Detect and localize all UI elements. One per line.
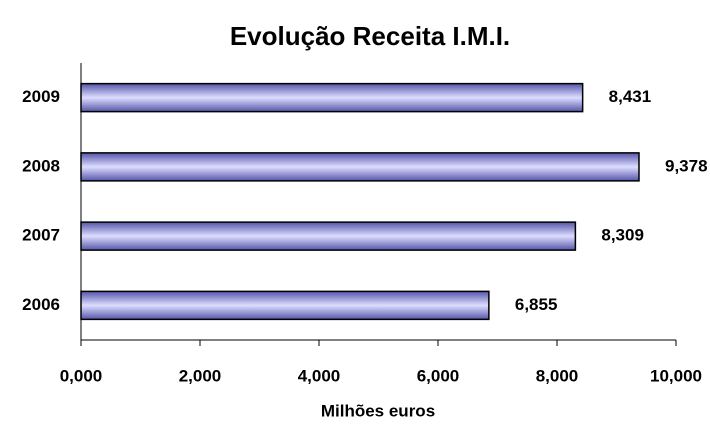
bar (80, 152, 640, 182)
chart-title: Evolução Receita I.M.I. (230, 21, 510, 51)
y-tick-label: 2006 (22, 295, 60, 314)
x-tick-label: 4,000 (298, 366, 341, 385)
x-tick-label: 10,000 (650, 366, 702, 385)
value-label: 8,309 (601, 226, 644, 245)
value-label: 9,378 (665, 156, 708, 175)
y-tick-label: 2008 (22, 156, 60, 175)
value-label: 8,431 (609, 87, 652, 106)
x-tick-label: 2,000 (179, 366, 222, 385)
bar (80, 290, 490, 321)
x-tick-label: 0,000 (60, 366, 103, 385)
bar (80, 221, 577, 251)
x-tick-label: 8,000 (536, 366, 579, 385)
bar (80, 82, 584, 113)
x-axis-title: Milhões euros (321, 401, 435, 420)
y-tick-label: 2009 (22, 87, 60, 106)
x-tick-label: 6,000 (417, 366, 460, 385)
value-label: 6,855 (515, 295, 558, 314)
y-tick-label: 2007 (22, 226, 60, 245)
